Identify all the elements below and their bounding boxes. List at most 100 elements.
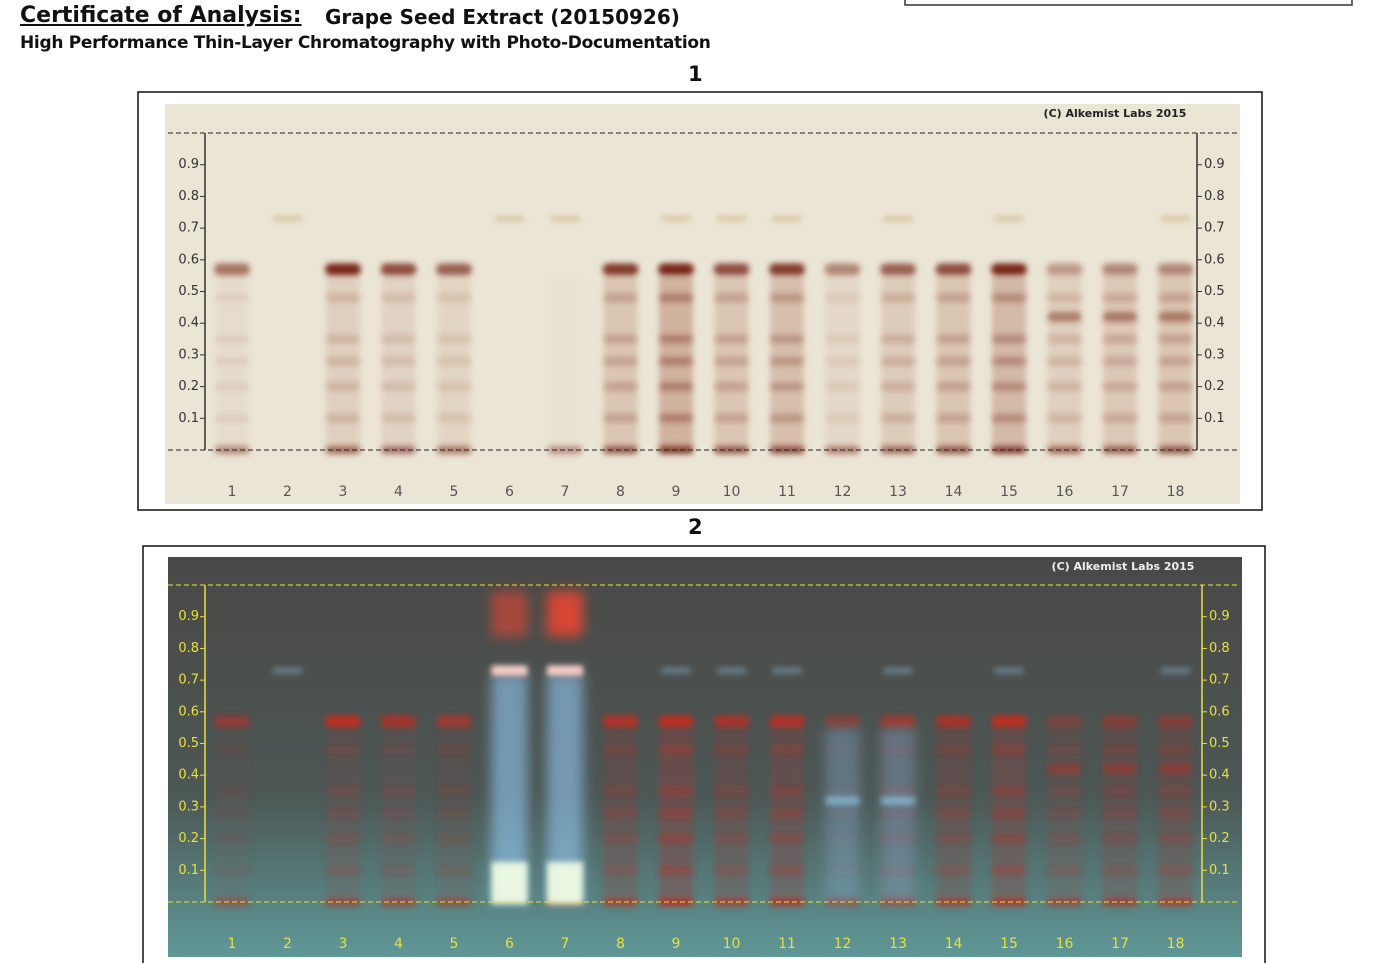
band <box>381 787 416 796</box>
band <box>603 745 638 754</box>
band <box>881 293 915 302</box>
rf-tick-label: 0.5 <box>1204 284 1225 299</box>
band <box>992 809 1026 818</box>
band <box>770 834 804 843</box>
band <box>381 335 416 344</box>
header-box <box>904 0 1353 6</box>
band <box>661 667 691 674</box>
lane-label: 10 <box>723 936 741 952</box>
band <box>326 898 360 906</box>
band <box>215 414 249 423</box>
band <box>658 715 694 728</box>
band <box>1158 763 1193 774</box>
rf-tick-label: 0.6 <box>178 704 199 719</box>
lane-label: 7 <box>561 484 570 500</box>
band <box>994 215 1024 222</box>
band <box>770 787 804 796</box>
band <box>825 293 860 302</box>
lane-label: 13 <box>889 936 907 952</box>
band <box>881 335 915 344</box>
band <box>214 715 250 728</box>
band <box>1158 446 1193 454</box>
band <box>326 414 360 423</box>
band <box>325 715 361 728</box>
band <box>437 834 471 843</box>
band <box>550 215 580 222</box>
band <box>770 809 804 818</box>
band <box>381 898 416 906</box>
band <box>1158 787 1193 796</box>
rf-tick-label: 0.3 <box>178 347 199 362</box>
band <box>1047 357 1082 366</box>
band <box>769 263 805 276</box>
rf-tick-label: 0.1 <box>178 411 199 426</box>
rf-tick-label: 0.2 <box>178 379 199 394</box>
rf-tick-label: 0.5 <box>178 284 199 299</box>
band <box>992 357 1026 366</box>
band <box>381 809 416 818</box>
band <box>381 382 416 391</box>
lane-label: 8 <box>616 484 625 500</box>
band <box>437 414 471 423</box>
lane-label: 16 <box>1056 484 1074 500</box>
band <box>1158 293 1193 302</box>
band <box>1158 745 1193 754</box>
band <box>991 263 1027 276</box>
plate-frame <box>137 91 1263 511</box>
lane-label: 18 <box>1167 936 1185 952</box>
band <box>770 357 804 366</box>
band <box>769 715 805 728</box>
band <box>992 293 1026 302</box>
rf-tick-label: 0.9 <box>178 609 199 624</box>
band <box>825 357 860 366</box>
band <box>661 215 691 222</box>
band <box>1103 866 1137 875</box>
band <box>326 866 360 875</box>
band <box>1157 263 1194 276</box>
band <box>714 866 749 875</box>
band <box>936 866 971 875</box>
band <box>936 745 971 754</box>
band <box>1103 414 1137 423</box>
band <box>437 382 471 391</box>
band <box>1160 667 1191 674</box>
rf-tick-label: 0.6 <box>178 252 199 267</box>
band <box>824 715 861 728</box>
rf-tick-label: 0.8 <box>1209 641 1230 656</box>
band <box>603 834 638 843</box>
band <box>1158 335 1193 344</box>
band <box>714 834 749 843</box>
lane-label: 3 <box>339 484 348 500</box>
band <box>1103 834 1137 843</box>
band <box>770 745 804 754</box>
band <box>714 745 749 754</box>
band <box>603 414 638 423</box>
band <box>659 745 693 754</box>
rf-tick-label: 0.4 <box>1204 316 1225 331</box>
band <box>1046 715 1083 728</box>
band <box>1103 293 1137 302</box>
band <box>1103 787 1137 796</box>
band <box>326 335 360 344</box>
title-product: Grape Seed Extract (20150926) <box>325 5 680 29</box>
band <box>880 715 916 728</box>
band <box>1103 809 1137 818</box>
band <box>381 414 416 423</box>
band <box>1047 382 1082 391</box>
band <box>437 787 471 796</box>
rf-tick-label: 0.1 <box>178 863 199 878</box>
band <box>936 293 971 302</box>
band <box>992 866 1026 875</box>
fluorescence <box>547 665 583 676</box>
band <box>437 898 471 906</box>
band <box>436 715 472 728</box>
band <box>770 382 804 391</box>
band <box>770 335 804 344</box>
band <box>659 414 693 423</box>
rf-tick-label: 0.4 <box>1209 768 1230 783</box>
band <box>714 414 749 423</box>
band <box>770 293 804 302</box>
band <box>1103 335 1137 344</box>
rf-tick-label: 0.8 <box>178 641 199 656</box>
